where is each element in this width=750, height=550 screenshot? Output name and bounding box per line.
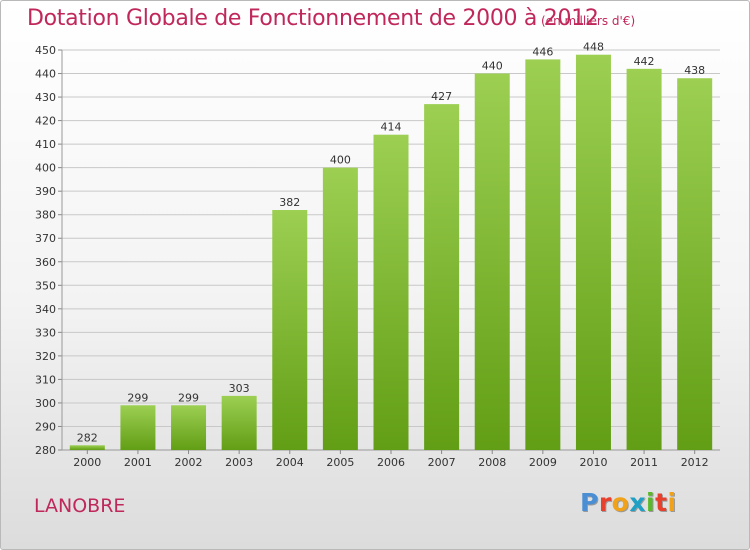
y-tick-label: 430 — [35, 91, 56, 104]
value-label-2005: 400 — [330, 154, 351, 167]
y-tick-label: 360 — [35, 256, 56, 269]
y-tick-label: 440 — [35, 68, 56, 81]
bar-2001 — [120, 405, 156, 450]
y-tick-label: 370 — [35, 232, 56, 245]
y-tick-label: 320 — [35, 350, 56, 363]
value-label-2001: 299 — [127, 391, 148, 404]
value-label-2010: 448 — [583, 41, 604, 54]
value-label-2006: 414 — [381, 121, 402, 134]
bar-2003 — [221, 395, 257, 450]
y-tick-label: 400 — [35, 162, 56, 175]
x-tick-label-2005: 2005 — [326, 456, 354, 469]
value-label-2012: 438 — [684, 64, 705, 77]
y-tick-label: 310 — [35, 373, 56, 386]
bar-2005 — [322, 167, 358, 450]
commune-name: LANOBRE — [34, 495, 126, 517]
chart-unit-subtitle: (en milliers d'€) — [541, 14, 636, 28]
logo-letter: i — [646, 488, 656, 517]
value-label-2003: 303 — [229, 382, 250, 395]
value-label-2008: 440 — [482, 60, 503, 73]
value-label-2002: 299 — [178, 391, 199, 404]
bar-2000 — [69, 445, 105, 450]
bar-2011 — [626, 68, 662, 450]
x-tick-label-2006: 2006 — [377, 456, 405, 469]
labels: 280 290 300 310 320 330 340 350 360 370 380 390 400 4… — [35, 41, 709, 469]
bar-2010 — [575, 54, 611, 451]
y-tick-label: 390 — [35, 185, 56, 198]
bar-2007 — [424, 104, 460, 450]
x-tick-label-2001: 2001 — [124, 456, 152, 469]
x-tick-label-2010: 2010 — [579, 456, 607, 469]
y-tick-label: 450 — [35, 44, 56, 57]
logo-letter: t — [655, 488, 668, 517]
y-tick-label: 290 — [35, 420, 56, 433]
y-tick-label: 280 — [35, 444, 56, 457]
logo-letter: o — [611, 488, 630, 517]
value-label-2007: 427 — [431, 90, 452, 103]
bar-2002 — [171, 405, 207, 450]
logo-letter: x — [629, 488, 646, 517]
bar-2006 — [373, 134, 409, 451]
value-label-2009: 446 — [532, 45, 553, 58]
value-label-2011: 442 — [634, 55, 655, 68]
y-tick-label: 350 — [35, 279, 56, 292]
y-tick-label: 380 — [35, 209, 56, 222]
value-label-2004: 382 — [279, 196, 300, 209]
y-tick-label: 330 — [35, 326, 56, 339]
x-tick-label-2000: 2000 — [73, 456, 101, 469]
y-tick-label: 410 — [35, 138, 56, 151]
x-tick-label-2009: 2009 — [529, 456, 557, 469]
bars — [69, 54, 713, 451]
bar-2008 — [474, 73, 510, 450]
y-tick-label: 340 — [35, 303, 56, 316]
x-tick-label-2004: 2004 — [276, 456, 304, 469]
bar-2012 — [677, 78, 713, 450]
value-label-2000: 282 — [77, 431, 98, 444]
chart-title: Dotation Globale de Fonctionnement de 20… — [27, 6, 599, 31]
x-tick-label-2003: 2003 — [225, 456, 253, 469]
logo-letter: i — [667, 488, 677, 517]
logo-letter: r — [598, 488, 612, 517]
bar-2004 — [272, 210, 308, 450]
logo-letter: P — [580, 488, 599, 517]
x-tick-label-2012: 2012 — [681, 456, 709, 469]
y-tick-label: 420 — [35, 115, 56, 128]
x-tick-label-2002: 2002 — [175, 456, 203, 469]
x-tick-label-2011: 2011 — [630, 456, 658, 469]
proxiti-logo: Proxiti — [580, 488, 677, 517]
bar-2009 — [525, 59, 561, 450]
y-tick-label: 300 — [35, 397, 56, 410]
x-tick-label-2008: 2008 — [478, 456, 506, 469]
x-tick-label-2007: 2007 — [428, 456, 456, 469]
